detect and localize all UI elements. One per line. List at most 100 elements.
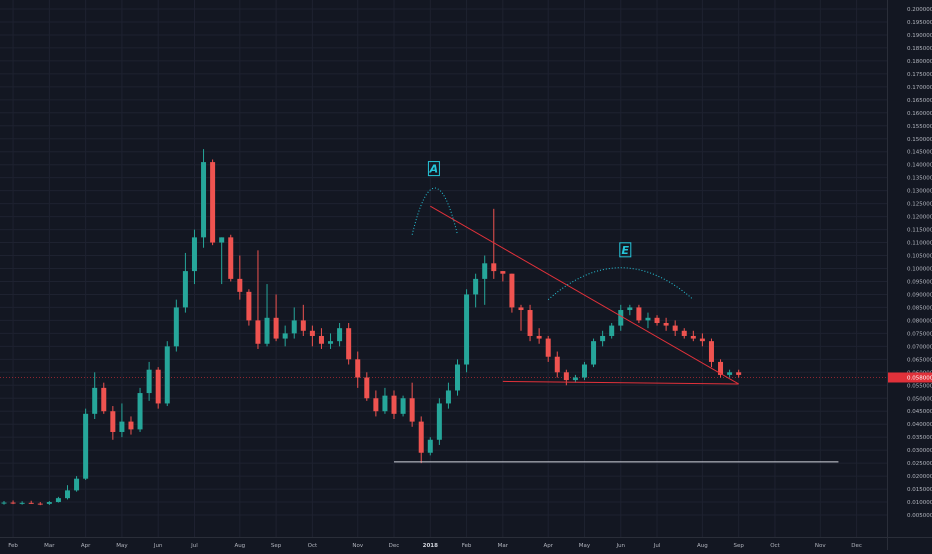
candle-body[interactable] (246, 291, 252, 321)
candle-body[interactable] (182, 271, 188, 308)
candle-body[interactable] (663, 322, 669, 326)
candle-body[interactable] (672, 325, 678, 331)
candle-body[interactable] (28, 502, 34, 504)
price-axis-label: 0.18000000 (907, 59, 932, 65)
candle-body[interactable] (101, 387, 107, 412)
candle-body[interactable] (464, 294, 470, 365)
candle-body[interactable] (74, 478, 80, 491)
candle-body[interactable] (690, 335, 696, 339)
candle-body[interactable] (137, 393, 143, 430)
candle-body[interactable] (518, 307, 524, 311)
candle-body[interactable] (309, 330, 315, 336)
candle-body[interactable] (418, 421, 424, 453)
candle-body[interactable] (155, 369, 161, 404)
candle-body[interactable] (645, 317, 651, 321)
candle-body[interactable] (391, 395, 397, 414)
candle-body[interactable] (636, 307, 642, 321)
candle-body[interactable] (654, 317, 660, 323)
candle-body[interactable] (346, 328, 352, 360)
candle-body[interactable] (382, 395, 388, 412)
candle-body[interactable] (500, 271, 506, 274)
candle-body[interactable] (727, 372, 733, 375)
candle-body[interactable] (228, 237, 234, 279)
price-axis-label: 0.10000000 (907, 267, 932, 273)
price-axis-label: 0.15500000 (907, 124, 932, 130)
candle-body[interactable] (545, 338, 551, 357)
candle-body[interactable] (473, 278, 479, 295)
candle-body[interactable] (591, 341, 597, 365)
candle-body[interactable] (527, 310, 533, 336)
candle-body[interactable] (482, 263, 488, 279)
arc-a[interactable] (411, 187, 458, 235)
candle-body[interactable] (609, 325, 615, 336)
candle-body[interactable] (146, 369, 152, 394)
descending-trendline[interactable] (430, 205, 739, 385)
candle-body[interactable] (300, 320, 306, 331)
candle-body[interactable] (509, 273, 515, 308)
candle-body[interactable] (581, 364, 587, 378)
candle-body[interactable] (119, 421, 125, 432)
candle-body[interactable] (436, 403, 442, 440)
candle-body[interactable] (491, 263, 497, 272)
candle-body[interactable] (736, 372, 742, 375)
candle-body[interactable] (400, 398, 406, 414)
price-axis-label: 0.04000000 (907, 422, 932, 428)
candle-body[interactable] (210, 162, 216, 243)
candle-body[interactable] (219, 237, 225, 243)
time-axis-label: May (116, 543, 128, 549)
candle-body[interactable] (291, 320, 297, 334)
candle-body[interactable] (373, 398, 379, 412)
candle-body[interactable] (282, 333, 288, 339)
candle-body[interactable] (83, 413, 89, 479)
candle-body[interactable] (536, 335, 542, 339)
price-axis-label: 0.11000000 (907, 241, 932, 247)
price-axis-label: 0.12000000 (907, 215, 932, 221)
price-axis-label: 0.19000000 (907, 33, 932, 39)
candle-body[interactable] (364, 377, 370, 399)
candle-body[interactable] (173, 307, 179, 347)
candle-body[interactable] (264, 317, 270, 344)
candle-body[interactable] (191, 237, 197, 272)
candle-body[interactable] (445, 390, 451, 404)
candle-body[interactable] (708, 341, 714, 362)
arc-e[interactable] (547, 267, 694, 301)
candle-body[interactable] (409, 398, 415, 422)
candle-body[interactable] (627, 307, 633, 311)
candle-body[interactable] (255, 320, 261, 344)
candle-body[interactable] (128, 421, 134, 430)
candle-body[interactable] (600, 335, 606, 342)
candle-body[interactable] (699, 338, 705, 342)
candle-body[interactable] (110, 411, 116, 432)
candle-body[interactable] (618, 310, 624, 326)
price-axis-label: 0.13000000 (907, 189, 932, 195)
candle-body[interactable] (563, 372, 569, 381)
candle-body[interactable] (55, 498, 61, 503)
candle-body[interactable] (46, 502, 52, 504)
candle-body[interactable] (681, 330, 687, 336)
candle-body[interactable] (19, 502, 25, 504)
candle-body[interactable] (455, 364, 460, 391)
candle-body[interactable] (554, 356, 560, 373)
candle-body[interactable] (92, 387, 98, 414)
candle-body[interactable] (337, 328, 343, 342)
candle-body[interactable] (64, 490, 70, 499)
candle-body[interactable] (427, 439, 433, 453)
candle-body[interactable] (37, 503, 43, 505)
time-axis-label: 2018 (423, 543, 438, 549)
candle-body[interactable] (355, 359, 361, 378)
candle-body[interactable] (718, 361, 724, 375)
candle-body[interactable] (318, 335, 324, 344)
price-axis-label: 0.03500000 (907, 435, 932, 441)
candle-body[interactable] (164, 346, 170, 404)
candle-body[interactable] (572, 377, 578, 381)
candle-body[interactable] (273, 317, 279, 339)
time-axis-label: Feb (8, 543, 18, 549)
triangle-base-line[interactable] (502, 380, 739, 385)
candle-body[interactable] (201, 162, 207, 238)
candle-body[interactable] (328, 341, 334, 344)
candle-body[interactable] (237, 278, 243, 292)
candle-body[interactable] (10, 502, 16, 504)
candle-body[interactable] (1, 502, 7, 504)
